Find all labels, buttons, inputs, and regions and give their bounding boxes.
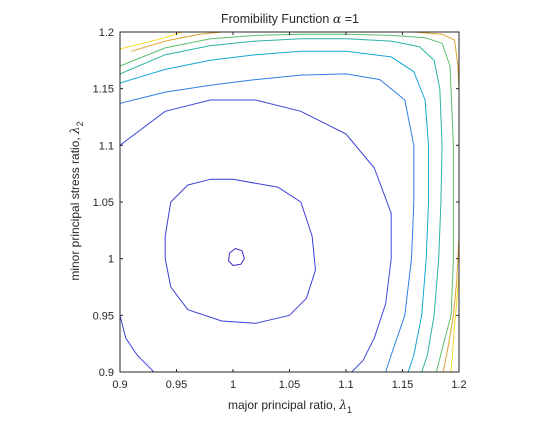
y-tick-label: 1.15 (93, 84, 114, 96)
y-tick-label: 0.9 (99, 367, 114, 379)
y-tick-label: 0.95 (93, 310, 114, 322)
y-tick-label: 1.2 (99, 27, 114, 39)
contour-line (119, 33, 454, 373)
contour-lines (119, 31, 460, 373)
x-tick-label: 1.05 (279, 379, 300, 391)
contour-line (119, 315, 155, 373)
x-axis-label: major principal ratio, λ1 (228, 398, 352, 415)
contour-line (119, 99, 392, 373)
x-tick-label: 0.9 (112, 379, 127, 391)
y-tick-label: 1.1 (99, 140, 114, 152)
x-axis-ticks: 0.9 0.95 1 1.05 1.1 1.15 1.2 (112, 32, 467, 391)
contour-line (119, 50, 429, 373)
contour-line (228, 248, 245, 266)
y-tick-label: 1.05 (93, 197, 114, 209)
contour-line (119, 73, 415, 373)
contour-line (164, 178, 316, 324)
contour-line (413, 31, 460, 89)
contour-line (442, 235, 460, 373)
y-axis-label: minor principal stress ratio, λ2 (68, 121, 85, 280)
y-tick-label: 1 (108, 254, 114, 266)
contour-line (131, 31, 222, 52)
x-tick-label: 0.95 (166, 379, 187, 391)
x-tick-label: 1.15 (392, 379, 413, 391)
x-tick-label: 1.2 (451, 379, 466, 391)
contour-line (119, 38, 443, 373)
x-tick-label: 1 (230, 379, 236, 391)
chart-title: Fromibility Function α =1 (221, 11, 359, 26)
contour-line (450, 275, 460, 373)
x-tick-label: 1.1 (338, 379, 353, 391)
y-axis-ticks: 0.9 0.95 1 1.05 1.1 1.15 1.2 (93, 27, 459, 379)
